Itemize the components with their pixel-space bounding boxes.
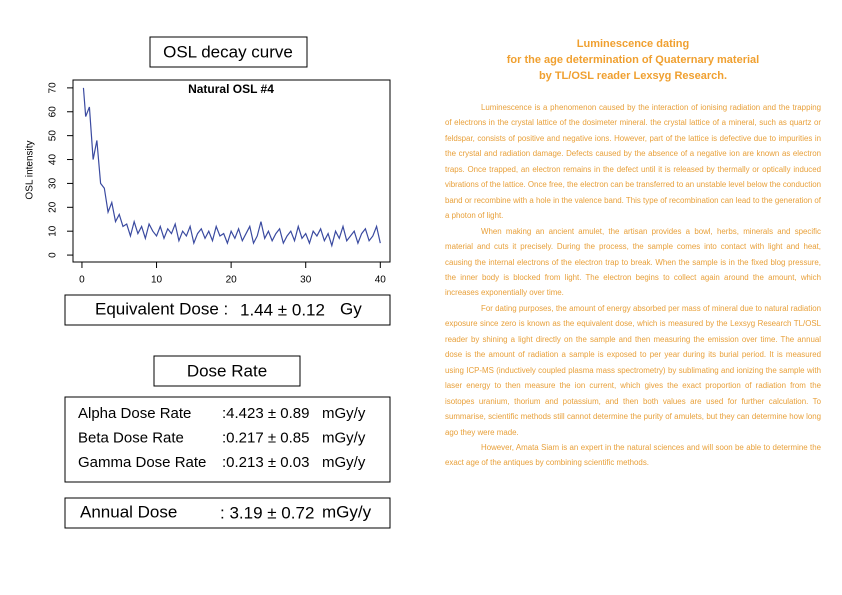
equivalent-dose-unit: Gy bbox=[340, 299, 362, 318]
dose-rates-box bbox=[64, 396, 391, 483]
osl-heading-box bbox=[149, 36, 308, 68]
y-tick-label: 50 bbox=[48, 130, 59, 142]
dose-rates: Alpha Dose Rate :4.423 ± 0.89 mGy/y Beta Do… bbox=[78, 405, 366, 471]
y-tick-label: 20 bbox=[48, 201, 59, 213]
x-tick-label: 20 bbox=[226, 275, 238, 286]
paragraph: Luminescence is a phenomenon caused by t… bbox=[445, 103, 821, 221]
paragraph: When making an ancient amulet, the artis… bbox=[445, 226, 821, 298]
dose-rate-value: :0.213 ± 0.03 bbox=[222, 454, 309, 471]
dose-rate-unit: mGy/y bbox=[322, 405, 366, 422]
equivalent-dose-value: 1.44 ± 0.12 bbox=[240, 300, 325, 319]
annual-dose-value: : 3.19 ± 0.72 bbox=[220, 503, 314, 522]
dose-rate-label: Beta Dose Rate bbox=[78, 429, 184, 446]
chart-title: Natural OSL #4 bbox=[188, 82, 274, 96]
y-tick-label: 10 bbox=[48, 225, 59, 237]
x-tick-label: 0 bbox=[79, 275, 85, 286]
dose-rate-value: :0.217 ± 0.85 bbox=[222, 429, 309, 446]
osl-heading: OSL decay curve bbox=[163, 42, 293, 61]
y-tick-label: 70 bbox=[48, 82, 59, 94]
annual-dose-unit: mGy/y bbox=[322, 502, 372, 521]
dose-rate-box bbox=[153, 355, 301, 387]
equivalent-dose-label: Equivalent Dose : bbox=[95, 299, 228, 318]
paragraph: However, Amata Siam is an expert in the … bbox=[445, 442, 821, 468]
heading-line: by TL/OSL reader Lexsyg Research. bbox=[538, 70, 728, 82]
y-tick-label: 40 bbox=[48, 154, 59, 166]
heading-line: for the age determination of Quaternary … bbox=[506, 54, 760, 66]
osl-line bbox=[82, 87, 381, 248]
plot: 0 10 20 30 40 0 10 20 30 40 50 60 70 bbox=[48, 82, 387, 286]
y-tick-label: 60 bbox=[48, 106, 59, 118]
dose-rate-label: Gamma Dose Rate bbox=[78, 454, 206, 471]
dose-rate-heading: Dose Rate bbox=[187, 361, 267, 380]
annual-dose-label: Annual Dose bbox=[80, 502, 177, 521]
paragraph: For dating purposes, the amount of energ… bbox=[445, 303, 821, 437]
y-axis-label: OSL intensity bbox=[25, 140, 36, 199]
dose-rate-label: Alpha Dose Rate bbox=[78, 405, 191, 422]
x-tick-label: 30 bbox=[300, 275, 312, 286]
article: Luminescence dating for the age determina… bbox=[445, 38, 821, 471]
equivalent-dose-box bbox=[64, 294, 391, 326]
article-body: Luminescence is a phenomenon caused by t… bbox=[445, 100, 821, 471]
plot-frame bbox=[72, 79, 391, 263]
annual-dose-box bbox=[64, 497, 391, 529]
dose-rate-unit: mGy/y bbox=[322, 429, 366, 446]
heading-line: Luminescence dating bbox=[576, 38, 690, 50]
y-tick-label: 30 bbox=[48, 177, 59, 189]
dose-rate-unit: mGy/y bbox=[322, 454, 366, 471]
article-heading: Luminescence dating for the age determina… bbox=[445, 36, 821, 84]
y-tick-label: 0 bbox=[48, 252, 59, 258]
dose-rate-value: :4.423 ± 0.89 bbox=[222, 405, 309, 422]
x-tick-label: 40 bbox=[375, 275, 387, 286]
x-tick-label: 10 bbox=[151, 275, 163, 286]
